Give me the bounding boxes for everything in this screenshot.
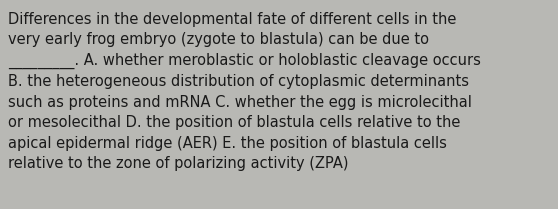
Text: Differences in the developmental fate of different cells in the
very early frog : Differences in the developmental fate of… <box>8 12 481 171</box>
